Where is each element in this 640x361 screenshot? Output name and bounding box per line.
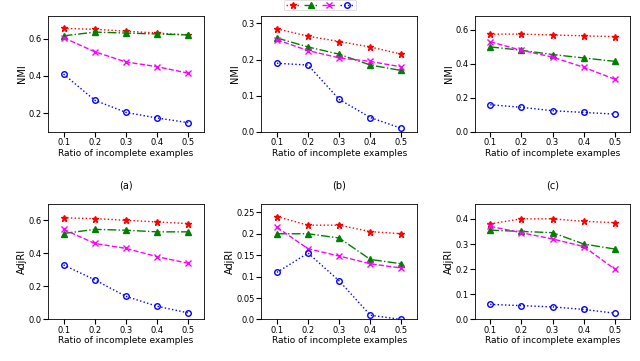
X-axis label: Ratio of incomplete examples: Ratio of incomplete examples — [485, 336, 620, 345]
Y-axis label: NMI: NMI — [230, 65, 241, 83]
Text: (b): (b) — [332, 180, 346, 191]
Y-axis label: AdjRI: AdjRI — [444, 249, 454, 274]
Y-axis label: NMI: NMI — [444, 65, 454, 83]
X-axis label: Ratio of incomplete examples: Ratio of incomplete examples — [58, 336, 193, 345]
Text: (a): (a) — [119, 180, 132, 191]
Y-axis label: AdjRI: AdjRI — [17, 249, 27, 274]
Y-axis label: AdjRI: AdjRI — [225, 249, 236, 274]
Y-axis label: NMI: NMI — [17, 65, 27, 83]
X-axis label: Ratio of incomplete examples: Ratio of incomplete examples — [58, 149, 193, 158]
Text: (c): (c) — [546, 180, 559, 191]
X-axis label: Ratio of incomplete examples: Ratio of incomplete examples — [271, 336, 407, 345]
Legend: , , , : , , , — [284, 0, 356, 10]
X-axis label: Ratio of incomplete examples: Ratio of incomplete examples — [271, 149, 407, 158]
X-axis label: Ratio of incomplete examples: Ratio of incomplete examples — [485, 149, 620, 158]
